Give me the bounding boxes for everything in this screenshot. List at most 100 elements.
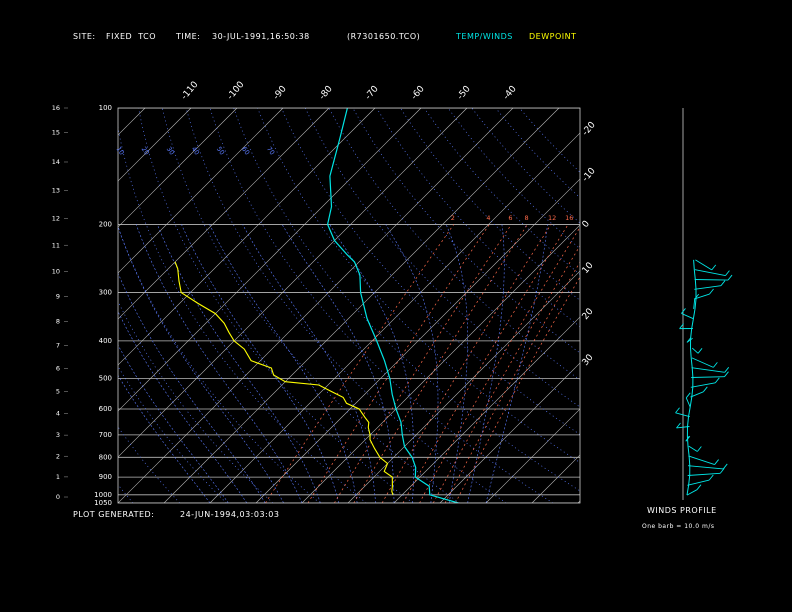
isotherm-line (347, 270, 580, 503)
temp-tick-label-top: -40 (502, 84, 519, 102)
dry-adiabat (233, 108, 580, 492)
height-tick-label: 8 (56, 317, 60, 325)
pressure-tick-label: 400 (99, 337, 112, 345)
wind-barb-flag (708, 474, 714, 481)
isotherm-line (0, 108, 53, 503)
temp-tick-label-right: 10 (581, 261, 596, 276)
temp-tick-label-right: 20 (581, 307, 596, 322)
height-tick-label: 16 (52, 104, 60, 112)
wind-barb-flag (719, 468, 725, 474)
dry-adiabat-label: 40 (190, 145, 201, 156)
dry-adiabat-label: 30 (165, 145, 176, 156)
temp-tick-label-top: -60 (410, 84, 427, 102)
pressure-tick-label: 700 (99, 431, 112, 439)
dewpoint-profile-line (174, 261, 394, 495)
wind-barb-flag (722, 463, 728, 470)
moist-adiabat (485, 224, 548, 503)
pressure-tick-label: 100 (99, 104, 112, 112)
mixing-ratio-line (402, 224, 569, 503)
height-tick-label: 1 (56, 473, 60, 481)
dry-adiabat (400, 108, 580, 301)
isotherm-line (0, 108, 99, 503)
mixing-ratio-line (307, 224, 490, 503)
moist-adiabat (242, 224, 376, 503)
moist-adiabat (118, 311, 248, 503)
height-tick-label: 6 (56, 365, 60, 373)
height-tick-label: 0 (56, 493, 60, 501)
mixing-ratio-label: 6 (508, 214, 512, 222)
dry-adiabat (0, 108, 40, 503)
isotherm-line (163, 108, 560, 503)
mixing-ratio-line (381, 224, 552, 503)
moist-adiabat (329, 224, 415, 503)
temp-tick-label-top: -100 (226, 80, 247, 102)
wind-barb (690, 382, 716, 388)
wind-barb (694, 269, 726, 277)
mixing-ratio-line (334, 224, 512, 503)
dry-adiabat (328, 108, 580, 381)
temp-tick-label-right: -10 (581, 166, 598, 184)
dry-adiabat (209, 108, 554, 503)
temperature-profile-line (326, 108, 459, 503)
moist-adiabat (118, 225, 284, 503)
dry-adiabat-label: 10 (115, 145, 126, 156)
wind-barb (690, 391, 704, 398)
height-tick-label: 14 (52, 158, 60, 166)
pressure-tick-label: 800 (99, 453, 112, 461)
mixing-ratio-label: 16 (565, 214, 573, 222)
mixing-ratio-label: 12 (548, 214, 556, 222)
height-tick-label: 13 (52, 187, 60, 195)
isotherm-line (209, 132, 580, 503)
isotherm-line (118, 108, 238, 228)
moist-adiabat (385, 224, 439, 503)
isotherm-line (393, 316, 580, 503)
dry-adiabat (185, 108, 507, 503)
wind-barb (687, 479, 710, 486)
height-tick-label: 12 (52, 214, 60, 222)
wind-barb-flag (724, 367, 730, 373)
isotherm-line (118, 108, 422, 412)
wind-barb-flag (685, 435, 691, 442)
dry-adiabat (118, 226, 320, 503)
wind-barb (688, 465, 724, 470)
height-tick-label: 5 (56, 387, 60, 395)
dry-adiabat (118, 426, 180, 503)
wind-barb-flag (714, 459, 719, 465)
plot-frame (117, 107, 581, 504)
wind-barb (688, 445, 698, 452)
moist-adiabat (118, 344, 229, 503)
plot-area (0, 108, 580, 503)
winds-profile-note: One barb = 10.0 m/s (642, 523, 715, 530)
wind-barb-flag (679, 323, 684, 329)
time-value: 30-JUL-1991,16:50:38 (212, 32, 310, 41)
legend-temp-winds: TEMP/WINDS (456, 32, 513, 41)
plot-generated-label: PLOT GENERATED: (73, 510, 155, 519)
moist-adiabat (157, 224, 321, 503)
wind-barb (688, 455, 715, 465)
winds-profile-group (675, 259, 733, 496)
isotherm-line (0, 108, 7, 503)
wind-barb (694, 279, 729, 281)
wind-barb-flag (709, 288, 714, 295)
wind-barb-flag (686, 337, 692, 343)
moist-adiabat (445, 224, 468, 503)
dry-adiabat (161, 108, 460, 503)
pressure-tick-label: 200 (99, 220, 112, 228)
moist-adiabat (467, 224, 505, 503)
mixing-ratio-label: 8 (525, 214, 529, 222)
mixing-ratio-line (265, 224, 455, 503)
isotherm-line (118, 108, 376, 366)
moist-adiabat (281, 224, 395, 503)
site-label: SITE: (73, 32, 96, 41)
height-tick-label: 10 (52, 267, 60, 275)
wind-barb (685, 397, 691, 408)
wind-barb-flag (685, 392, 691, 399)
wind-barb-flag (696, 484, 702, 490)
height-tick-label: 11 (52, 241, 60, 249)
isotherm-line (118, 108, 468, 458)
temp-tick-label-top: -70 (364, 84, 381, 102)
wind-barb-flag (702, 386, 708, 393)
wind-barb (691, 367, 725, 373)
moist-adiabat (181, 224, 340, 503)
